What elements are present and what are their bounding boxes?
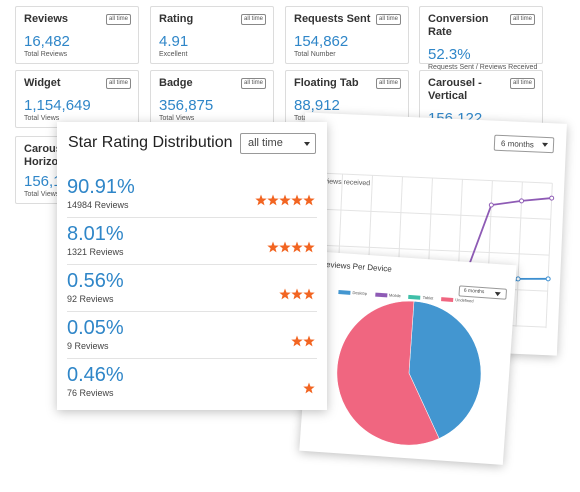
grid-line: [310, 208, 551, 220]
data-point: [545, 276, 551, 282]
chart-label: views received: [324, 178, 370, 187]
rating-percent: 8.01%: [67, 223, 124, 245]
star-icon: [303, 241, 315, 253]
star-icon: [303, 335, 315, 347]
card-title: Badge: [159, 77, 193, 89]
star-icon: [291, 241, 303, 253]
time-badge: all time: [105, 78, 131, 89]
star-icon: [255, 194, 267, 206]
card-value: 356,875: [159, 97, 214, 114]
card-title: Requests Sent: [294, 13, 371, 25]
star-icon: [279, 194, 291, 206]
data-point: [488, 202, 494, 208]
card-title: Rating: [159, 13, 194, 25]
rating-row: 8.01% 1321 Reviews: [67, 217, 317, 265]
card-title: Widget: [24, 77, 61, 89]
rating-row: 0.05% 9 Reviews: [67, 311, 317, 359]
rating-percent: 0.05%: [67, 317, 124, 339]
stat-card: Conversion Rate all time 52.3% Requests Sen…: [419, 6, 543, 71]
star-rating-panel: Star Rating Distribution all time 90.91% 14…: [57, 122, 327, 410]
rating-row: 90.91% 14984 Reviews: [67, 170, 317, 218]
time-badge: all time: [240, 14, 266, 25]
card-caption: Total Views: [24, 191, 60, 198]
rating-row: 0.46% 76 Reviews: [67, 358, 317, 405]
rating-percent: 0.46%: [67, 364, 124, 386]
star-icon: [267, 241, 279, 253]
star-group: [267, 241, 315, 253]
rating-count: 92 Reviews: [67, 294, 114, 304]
time-badge: all time: [240, 78, 266, 89]
rating-count: 1321 Reviews: [67, 247, 124, 257]
star-icon: [303, 194, 315, 206]
data-point: [519, 198, 525, 204]
card-caption: Total Reviews: [24, 51, 68, 58]
rating-count: 76 Reviews: [67, 388, 114, 398]
time-badge: all time: [105, 14, 131, 25]
pie-slice: [336, 300, 440, 446]
card-value: 154,862: [294, 33, 349, 50]
card-caption: Total Number: [294, 51, 336, 58]
data-point: [515, 276, 521, 282]
card-caption: Excellent: [159, 51, 188, 58]
rating-count: 9 Reviews: [67, 341, 109, 351]
card-caption: Requests Sent / Reviews Received: [428, 64, 538, 71]
star-icon: [279, 288, 291, 300]
time-filter[interactable]: all time: [240, 133, 316, 154]
card-value: 52.3%: [428, 46, 471, 63]
time-badge: all time: [375, 78, 401, 89]
stat-card: Widget all time 1,154,649 Total Views: [15, 70, 139, 128]
star-icon: [291, 288, 303, 300]
card-title: Floating Tab: [294, 77, 359, 89]
card-title: Reviews: [24, 13, 69, 25]
card-value: 4.91: [159, 33, 189, 50]
star-icon: [303, 382, 315, 394]
card-caption: Total Views: [24, 115, 60, 122]
pie-chart-panel: Reviews Per Device 6 months Desktop Mobile T…: [299, 251, 517, 465]
star-group: [303, 382, 315, 394]
time-badge: all time: [509, 78, 535, 89]
star-icon: [291, 335, 303, 347]
card-value: 16,482: [24, 33, 70, 50]
star-group: [291, 335, 315, 347]
time-badge: all time: [509, 14, 535, 25]
panel-title: Star Rating Distribution: [68, 134, 233, 151]
pie-slice: [408, 301, 482, 439]
star-icon: [291, 194, 303, 206]
rating-count: 14984 Reviews: [67, 200, 129, 210]
data-point: [549, 195, 555, 201]
stat-card: Requests Sent all time 154,862 Total Number: [285, 6, 409, 64]
stat-card: Reviews all time 16,482 Total Reviews: [15, 6, 139, 64]
card-title: Conversion Rate: [428, 13, 489, 38]
star-icon: [279, 241, 291, 253]
time-badge: all time: [375, 14, 401, 25]
star-group: [255, 194, 315, 206]
rating-percent: 0.56%: [67, 270, 124, 292]
star-icon: [267, 194, 279, 206]
card-value: 88,912: [294, 97, 340, 114]
card-caption: Total Views: [159, 115, 195, 122]
pie-chart: [336, 300, 482, 446]
rating-percent: 90.91%: [67, 176, 135, 198]
grid-line: [309, 244, 550, 256]
card-value: 1,154,649: [24, 97, 91, 114]
stat-card: Badge all time 356,875 Total Views: [150, 70, 274, 128]
rating-row: 0.56% 92 Reviews: [67, 264, 317, 312]
star-icon: [303, 288, 315, 300]
card-value: 156,1: [24, 173, 62, 190]
time-filter: 6 months: [493, 134, 555, 154]
grid-line: [312, 172, 553, 184]
card-title: Carousel - Vertical: [428, 77, 482, 102]
stat-card: Rating all time 4.91 Excellent: [150, 6, 274, 64]
star-group: [279, 288, 315, 300]
